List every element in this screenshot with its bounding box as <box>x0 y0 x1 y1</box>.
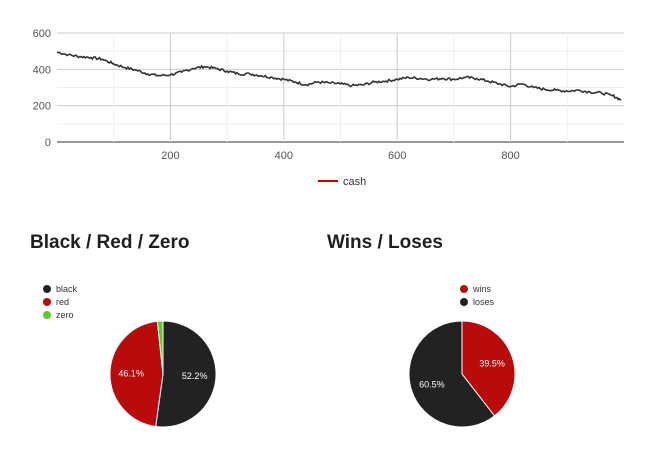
pie-title-wins-loses: Wins / Loses <box>327 232 443 253</box>
legend-label-zero: zero <box>56 310 74 320</box>
x-tick-label: 400 <box>275 150 293 162</box>
pie-title-black-red-zero: Black / Red / Zero <box>30 232 190 253</box>
y-tick-label: 200 <box>33 101 51 113</box>
pie-slice-label-black: 52.2% <box>182 371 208 381</box>
legend-swatch-loses <box>460 298 468 306</box>
y-tick-label: 600 <box>33 28 51 40</box>
x-tick-label: 200 <box>161 150 179 162</box>
pie-slice-label-loses: 60.5% <box>419 379 445 389</box>
cash-line-chart: 0 200 400 600 200 400 600 800 cash <box>33 28 624 188</box>
pie-slice-red[interactable] <box>109 320 164 428</box>
legend-label-loses: loses <box>473 297 495 307</box>
legend-swatch-wins <box>460 285 468 293</box>
legend-label-wins: wins <box>472 284 492 294</box>
line-chart-grid <box>57 32 624 143</box>
pie-slice-zero[interactable] <box>156 320 164 375</box>
pie-slice-loses[interactable] <box>408 320 496 428</box>
y-tick-label: 0 <box>45 137 51 149</box>
legend-swatch-zero <box>43 311 51 319</box>
pie-slice-label-red: 46.1% <box>118 369 144 379</box>
legend-label-red: red <box>56 297 69 307</box>
legend-label-cash: cash <box>343 176 366 188</box>
y-tick-label: 400 <box>33 64 51 76</box>
pie-slice-label-wins: 39.5% <box>479 359 505 369</box>
pie-slice-wins[interactable] <box>461 320 516 417</box>
pie-chart-wins-loses: 39.5% 60.5% wins loses <box>408 284 516 428</box>
legend[interactable]: cash <box>318 176 366 188</box>
pie-chart-black-red-zero: 52.2% 46.1% black red zero <box>43 284 217 428</box>
legend-swatch-black <box>43 285 51 293</box>
pie-slice-black[interactable] <box>155 320 217 428</box>
y-axis: 0 200 400 600 <box>33 28 51 149</box>
x-tick-label: 800 <box>501 150 519 162</box>
legend-swatch-red <box>43 298 51 306</box>
legend-label-black: black <box>56 284 78 294</box>
series-line-cash <box>56 51 622 101</box>
x-tick-label: 600 <box>388 150 406 162</box>
x-axis: 200 400 600 800 <box>161 150 520 162</box>
